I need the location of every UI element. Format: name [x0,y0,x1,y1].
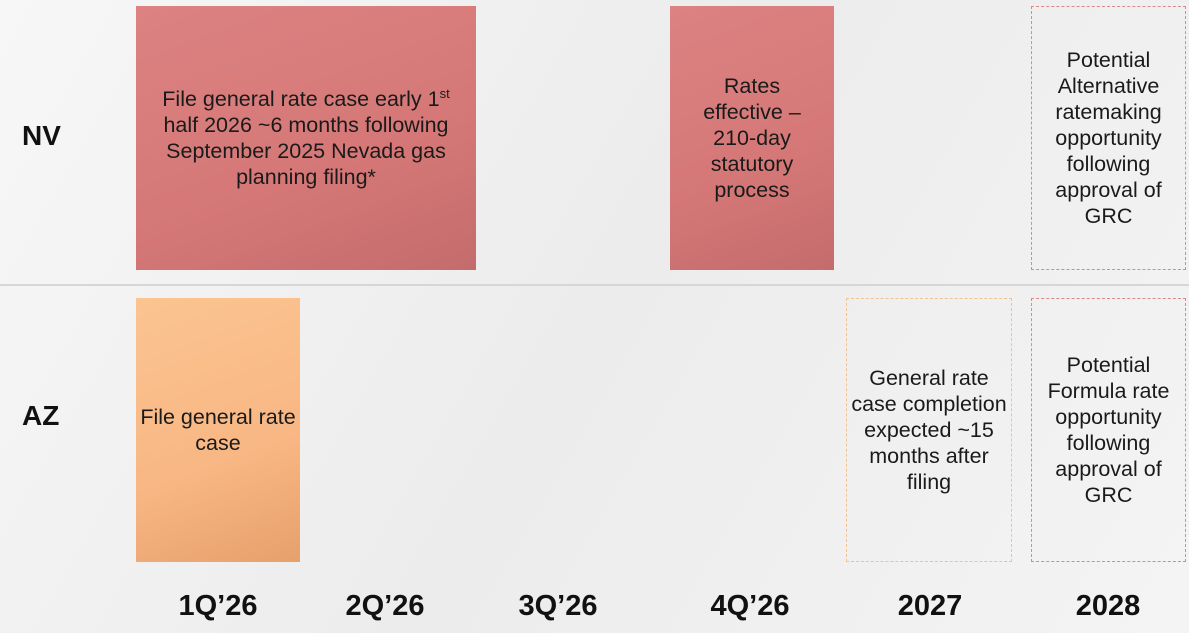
box-text: Potential Alternative ratemaking opportu… [1055,48,1162,228]
az-filing-box: File general rate case [136,298,300,562]
row-label: AZ [22,400,60,431]
superscript: st [439,85,450,101]
nv-potential-box: Potential Alternative ratemaking opportu… [1031,6,1186,270]
column-label: 1Q’26 [178,590,258,622]
text: half 2026 ~6 months following September … [163,113,449,189]
column-label: 2028 [1075,590,1141,622]
column-label: 4Q’26 [710,590,790,622]
box-text: File general rate case [140,405,296,455]
text: File general rate case early 1 [162,87,440,111]
az-completion-box: General rate case completion expected ~1… [846,298,1012,562]
box-text: Potential Formula rate opportunity follo… [1047,353,1170,507]
column-label: 3Q’26 [518,590,598,622]
row-separator [0,284,1189,286]
box-text: General rate case completion expected ~1… [851,366,1007,494]
row-label: NV [22,120,61,151]
box-text: File general rate case early 1st half 20… [150,86,462,190]
nv-rates-box: Rates effective – 210-day statutory proc… [670,6,834,270]
box-text: Rates effective – 210-day statutory proc… [703,74,801,202]
column-label: 2027 [897,590,963,622]
nv-filing-box: File general rate case early 1st half 20… [136,6,476,270]
az-potential-box: Potential Formula rate opportunity follo… [1031,298,1186,562]
column-label: 2Q’26 [345,590,425,622]
